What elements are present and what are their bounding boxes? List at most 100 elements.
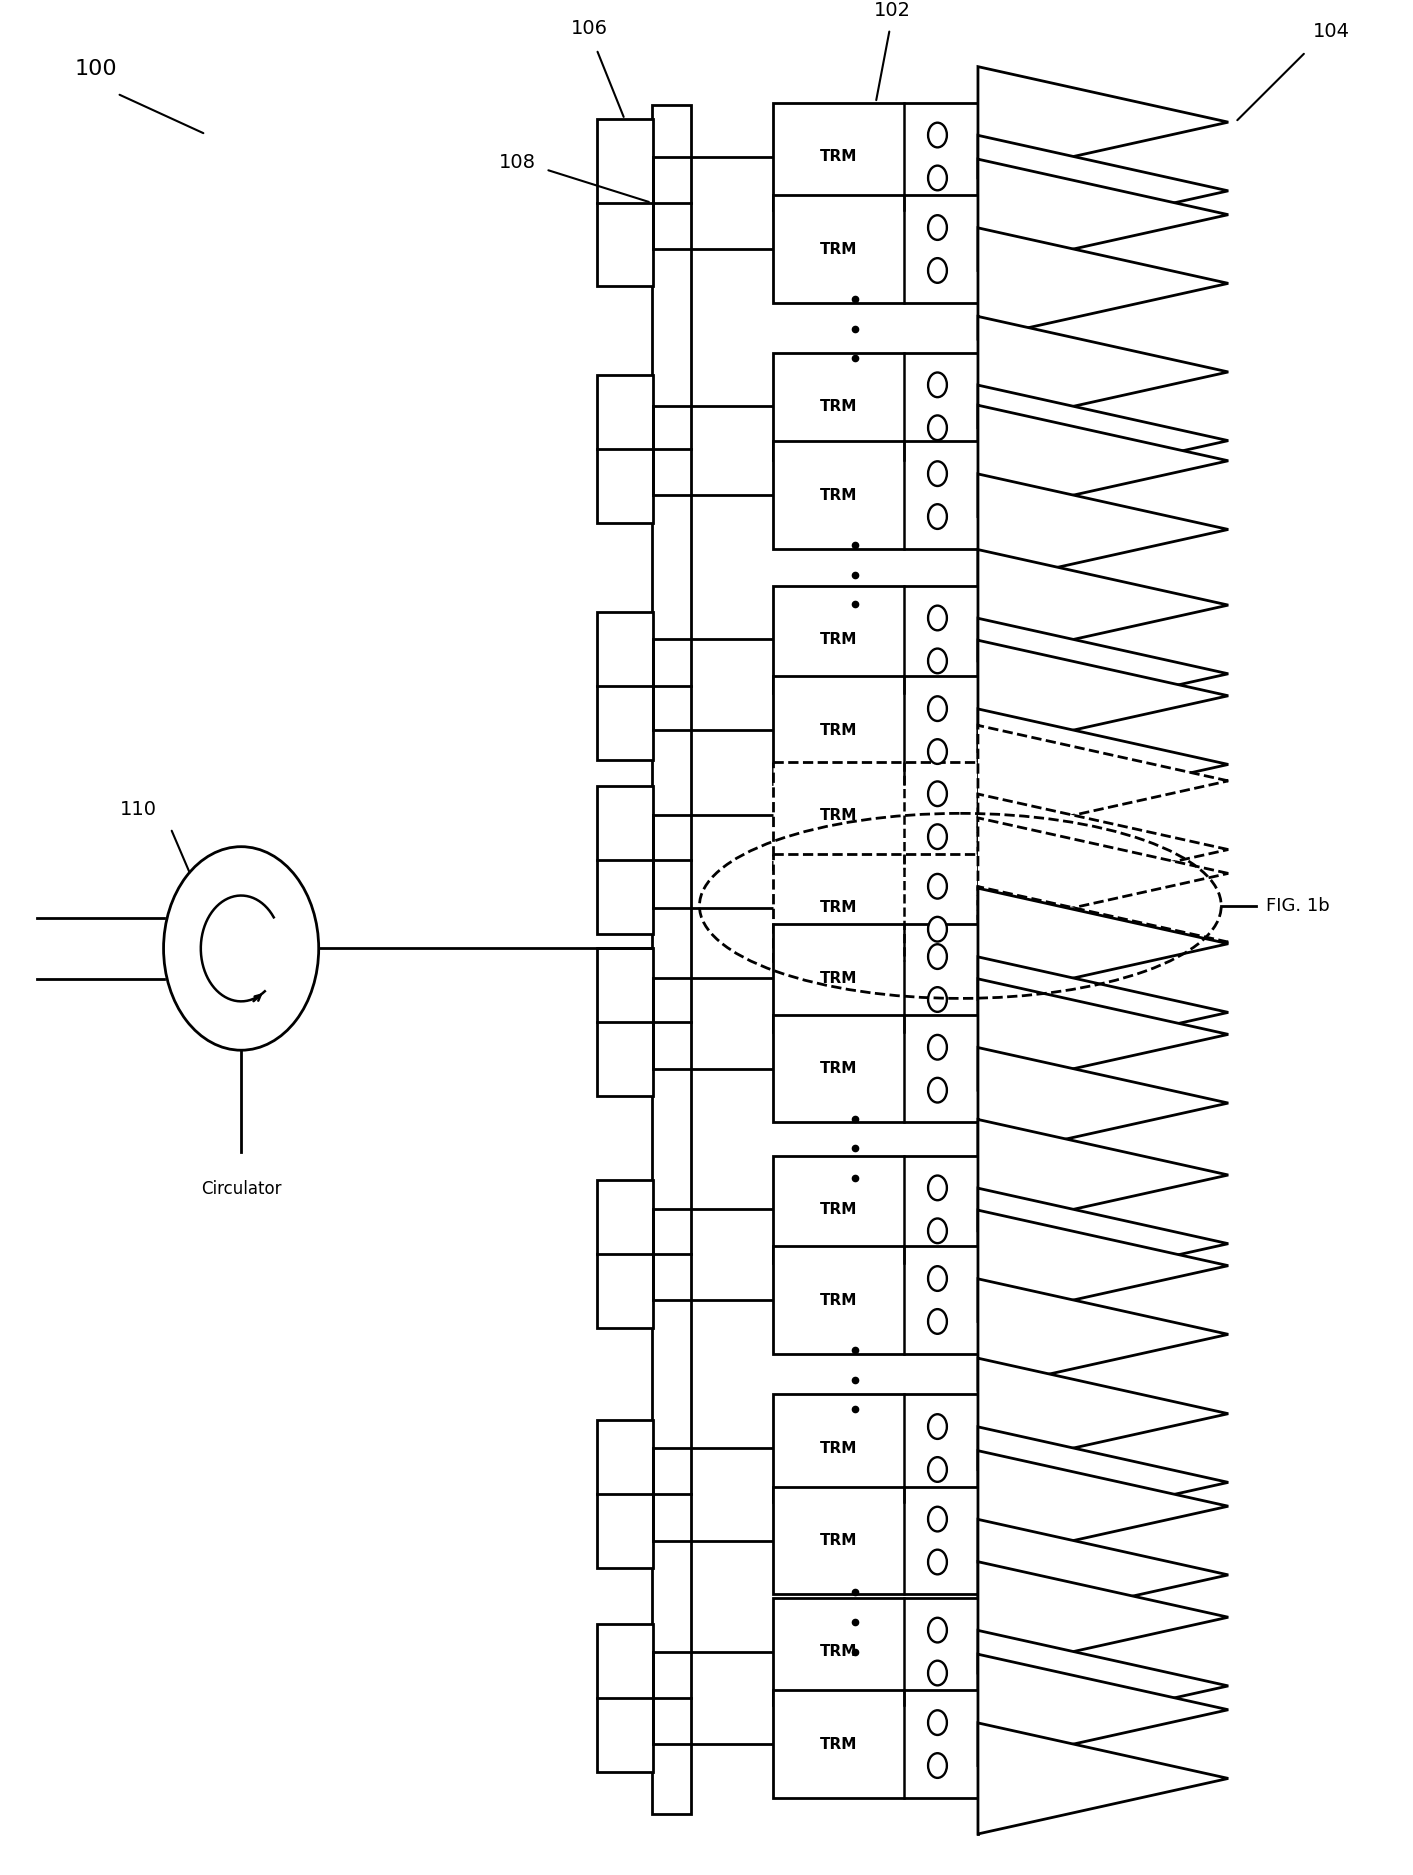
Polygon shape xyxy=(978,1723,1228,1834)
Text: TRM: TRM xyxy=(820,1440,858,1455)
Bar xyxy=(596,786,653,934)
Polygon shape xyxy=(978,639,1228,752)
Circle shape xyxy=(928,1219,947,1243)
Circle shape xyxy=(928,259,947,283)
Bar xyxy=(773,1691,978,1798)
Polygon shape xyxy=(978,889,1228,999)
Circle shape xyxy=(928,1176,947,1200)
Bar xyxy=(596,611,653,759)
Polygon shape xyxy=(978,1654,1228,1764)
Polygon shape xyxy=(978,317,1228,428)
Polygon shape xyxy=(978,229,1228,339)
Text: 108: 108 xyxy=(499,152,536,171)
Text: TRM: TRM xyxy=(820,1292,858,1307)
Bar xyxy=(773,924,978,1031)
Polygon shape xyxy=(978,1427,1228,1538)
Bar xyxy=(773,585,978,694)
Circle shape xyxy=(928,1753,947,1777)
Polygon shape xyxy=(978,68,1228,178)
Polygon shape xyxy=(978,1451,1228,1562)
Text: TRM: TRM xyxy=(820,1202,858,1217)
Bar xyxy=(596,120,653,287)
Circle shape xyxy=(928,461,947,486)
Circle shape xyxy=(928,1078,947,1102)
Circle shape xyxy=(164,848,319,1050)
Polygon shape xyxy=(978,1048,1228,1159)
Text: 106: 106 xyxy=(571,19,608,38)
Polygon shape xyxy=(978,1279,1228,1389)
Text: Circulator: Circulator xyxy=(201,1179,281,1198)
Polygon shape xyxy=(978,1519,1228,1631)
Polygon shape xyxy=(978,726,1228,836)
Bar xyxy=(773,1155,978,1264)
Circle shape xyxy=(928,825,947,849)
Text: 100: 100 xyxy=(75,58,117,79)
Circle shape xyxy=(928,1309,947,1333)
Polygon shape xyxy=(978,405,1228,516)
Circle shape xyxy=(928,216,947,240)
Text: TRM: TRM xyxy=(820,1644,858,1659)
Circle shape xyxy=(928,1414,947,1438)
Text: TRM: TRM xyxy=(820,242,858,257)
Polygon shape xyxy=(978,619,1228,729)
Circle shape xyxy=(928,782,947,806)
Text: 102: 102 xyxy=(875,0,911,19)
Polygon shape xyxy=(978,1562,1228,1672)
Circle shape xyxy=(928,1710,947,1734)
Circle shape xyxy=(928,373,947,397)
Circle shape xyxy=(928,1457,947,1481)
Bar xyxy=(773,1395,978,1502)
Circle shape xyxy=(928,416,947,441)
Text: TRM: TRM xyxy=(820,722,858,737)
Bar xyxy=(773,855,978,962)
Polygon shape xyxy=(978,549,1228,660)
Bar xyxy=(773,1247,978,1354)
Circle shape xyxy=(928,1508,947,1532)
Circle shape xyxy=(928,1035,947,1059)
Circle shape xyxy=(928,874,947,898)
Circle shape xyxy=(928,696,947,722)
Polygon shape xyxy=(978,887,1228,998)
Circle shape xyxy=(928,504,947,529)
Circle shape xyxy=(928,1266,947,1290)
Polygon shape xyxy=(978,474,1228,585)
Text: TRM: TRM xyxy=(820,1736,858,1751)
Bar xyxy=(773,1487,978,1594)
Bar xyxy=(596,1624,653,1772)
Circle shape xyxy=(928,986,947,1012)
Text: TRM: TRM xyxy=(820,808,858,823)
Circle shape xyxy=(928,122,947,148)
Bar xyxy=(596,949,653,1097)
Text: TRM: TRM xyxy=(820,1061,858,1076)
Circle shape xyxy=(928,649,947,673)
Polygon shape xyxy=(978,1119,1228,1230)
Polygon shape xyxy=(978,979,1228,1089)
Bar xyxy=(773,1014,978,1123)
Bar xyxy=(596,375,653,523)
Text: TRM: TRM xyxy=(820,399,858,414)
Text: TRM: TRM xyxy=(820,148,858,163)
Circle shape xyxy=(928,945,947,969)
Text: 110: 110 xyxy=(120,801,157,819)
Polygon shape xyxy=(978,1631,1228,1742)
Bar xyxy=(773,1598,978,1704)
Text: TRM: TRM xyxy=(820,900,858,915)
Polygon shape xyxy=(978,818,1228,928)
Text: TRM: TRM xyxy=(820,1534,858,1549)
Polygon shape xyxy=(978,384,1228,497)
Circle shape xyxy=(928,739,947,763)
Circle shape xyxy=(928,1618,947,1642)
Polygon shape xyxy=(978,793,1228,906)
Bar xyxy=(596,1419,653,1568)
Circle shape xyxy=(928,606,947,630)
Polygon shape xyxy=(978,135,1228,246)
Text: TRM: TRM xyxy=(820,488,858,502)
Text: TRM: TRM xyxy=(820,971,858,986)
Circle shape xyxy=(928,1549,947,1575)
Bar xyxy=(651,105,691,1815)
Circle shape xyxy=(928,917,947,941)
Polygon shape xyxy=(978,956,1228,1069)
Bar xyxy=(596,1179,653,1328)
Polygon shape xyxy=(978,1189,1228,1299)
Circle shape xyxy=(928,1661,947,1686)
